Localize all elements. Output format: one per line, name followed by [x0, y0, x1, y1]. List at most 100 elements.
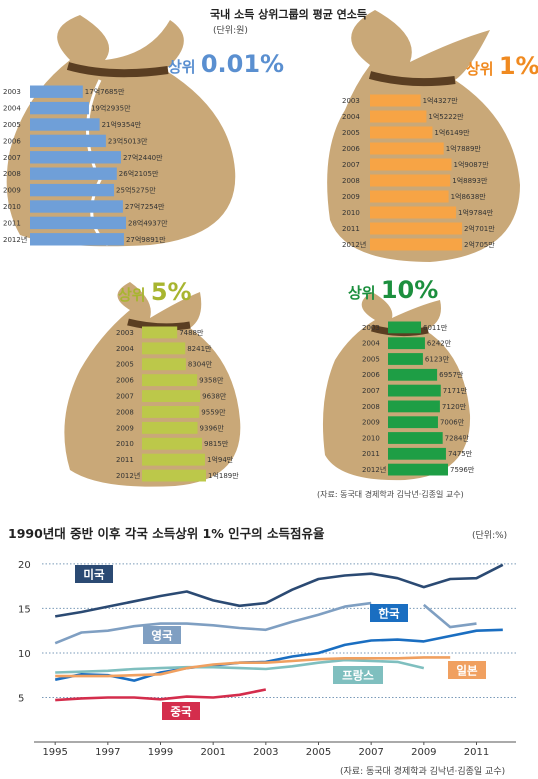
bar: [388, 447, 446, 460]
series-line-2: [422, 603, 477, 629]
category-label: 2009: [342, 193, 360, 201]
series-tag-label: 프랑스: [342, 669, 374, 683]
data-label: 9815만: [204, 439, 229, 448]
data-label: 1억5222만: [428, 112, 464, 121]
data-label: 7596만: [450, 465, 475, 474]
bar: [30, 85, 83, 98]
category-label: 2006: [116, 377, 134, 385]
bar: [142, 358, 186, 371]
category-label: 2006: [362, 371, 380, 379]
bar: [142, 469, 206, 482]
category-label: 2012년: [116, 471, 140, 480]
bar-panels: 상위 0.01% 2003 17억7685만 2004 19억2935만 2005 21억9…: [3, 50, 538, 482]
bar: [370, 222, 462, 235]
bar: [30, 183, 115, 197]
data-label: 1억9784만: [458, 208, 494, 217]
series-tag-box: [333, 666, 383, 684]
data-label: 6011만: [423, 323, 448, 332]
series-tag-box: [143, 626, 181, 644]
series-line-5: [55, 656, 451, 678]
bar: [370, 94, 421, 107]
data-label: 1억94만: [207, 455, 234, 464]
bar: [370, 110, 427, 123]
bar: [388, 321, 421, 334]
bar: [388, 400, 440, 413]
x-tick-label: 1997: [95, 747, 120, 758]
category-label: 2005: [3, 121, 21, 129]
series-tag-label: 미국: [83, 568, 105, 582]
x-tick-label: 2003: [253, 747, 278, 758]
data-label: 8241만: [187, 344, 212, 353]
series-tag: 일본: [448, 661, 486, 679]
series-tag-label: 중국: [170, 705, 192, 719]
category-label: 2011: [362, 450, 380, 458]
category-label: 2005: [116, 361, 134, 369]
data-label: 2억701만: [464, 224, 495, 233]
bar-panel-1: 상위 0.01% 2003 17억7685만 2004 19억2935만 2005 21억9…: [3, 50, 284, 246]
category-label: 2004: [3, 105, 21, 113]
data-label: 27억9891만: [126, 235, 166, 244]
panel-title: 상위 1%: [466, 52, 538, 80]
series-tag-label: 영국: [151, 629, 173, 643]
series-line-1: [54, 601, 372, 645]
category-label: 2007: [362, 387, 380, 395]
series-tag-box: [370, 604, 408, 622]
data-label: 7284만: [445, 433, 470, 442]
line-chart: 20 15 10 5 1995 1997 1999 2001 2003 2005 2007 2009 2…: [18, 560, 516, 758]
data-label: 6242만: [427, 339, 452, 348]
panel-title: 상위 5%: [118, 278, 192, 306]
bar: [388, 384, 441, 397]
category-label: 2009: [3, 187, 21, 195]
series-tag-label: 한국: [378, 607, 400, 621]
series-line-6: [55, 688, 267, 702]
x-tick-label: 2011: [464, 747, 489, 758]
bar: [142, 390, 201, 402]
bar: [30, 167, 117, 180]
bar: [388, 432, 443, 444]
series-tag: 영국: [143, 626, 181, 644]
data-label: 1억8893만: [452, 176, 488, 185]
data-label: 1억189만: [208, 471, 239, 480]
data-label: 27억2440만: [123, 153, 163, 162]
series-line-4: [55, 658, 425, 674]
bar: [370, 174, 451, 187]
bar: [388, 416, 438, 429]
category-label: 2007: [342, 161, 360, 169]
series-tag: 미국: [75, 565, 113, 583]
source-note-top: (자료: 동국대 경제학과 김낙년·김종일 교수): [317, 489, 464, 499]
bar: [388, 368, 438, 381]
category-label: 2008: [3, 170, 21, 178]
data-label: 26억2105만: [119, 169, 159, 178]
bar: [388, 463, 448, 476]
y-tick-label: 10: [18, 649, 31, 660]
category-label: 2008: [342, 177, 360, 185]
bar: [370, 158, 452, 171]
data-label: 1억8638만: [451, 192, 487, 201]
data-label: 7120만: [442, 402, 467, 411]
series-line-3: [54, 628, 503, 682]
data-label: 2억705만: [464, 240, 495, 249]
category-label: 2003: [342, 97, 360, 105]
panel-title: 상위 0.01%: [168, 50, 284, 78]
bar: [30, 233, 124, 246]
bar: [370, 190, 449, 203]
data-label: 7171만: [443, 386, 468, 395]
data-label: 7006만: [440, 418, 465, 427]
category-label: 2006: [3, 137, 21, 145]
category-label: 2003: [116, 329, 134, 337]
bar: [370, 142, 444, 155]
category-label: 2008: [116, 408, 134, 416]
bar: [370, 238, 462, 251]
bar: [30, 101, 89, 115]
bar: [30, 200, 123, 213]
bar: [142, 453, 205, 466]
bar: [30, 151, 121, 164]
bar: [142, 326, 178, 339]
data-label: 6957만: [439, 370, 464, 379]
data-label: 7475만: [448, 449, 473, 458]
series-tag-label: 일본: [456, 664, 478, 678]
data-label: 9559만: [201, 407, 226, 416]
x-tick-label: 2007: [358, 747, 383, 758]
data-label: 17억7685만: [85, 87, 125, 96]
